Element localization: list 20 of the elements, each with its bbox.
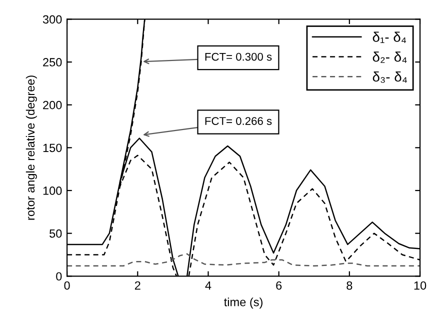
annotation: FCT= 0.300 s: [205, 52, 272, 61]
y-tick-label: 250: [43, 58, 62, 66]
y-tick-label: 300: [42, 15, 62, 24]
x-tick-label: 6: [276, 281, 282, 290]
y-tick-label: 100: [43, 186, 62, 195]
y-tick-label: 150: [43, 144, 62, 152]
x-tick-label: 4: [205, 281, 212, 290]
y-tick-label: 0: [56, 272, 62, 281]
x-tick-label: 2: [134, 281, 140, 290]
y-tick-label: 50: [50, 229, 62, 238]
x-tick-label: 0: [64, 281, 70, 290]
legend-label: δ₁- δ₄: [372, 32, 406, 43]
y-tick-label: 200: [43, 100, 62, 110]
x-tick-label: 10: [414, 281, 426, 290]
legend-label: δ₃- δ₄: [372, 71, 407, 83]
x-axis-title: time (s): [224, 298, 262, 309]
x-tick-label: 8: [346, 281, 352, 290]
annotation: FCT= 0.266 s: [205, 117, 272, 125]
legend-label: δ₂- δ₄: [372, 52, 407, 63]
y-axis-title: rotor angle relative (degree): [26, 76, 37, 220]
